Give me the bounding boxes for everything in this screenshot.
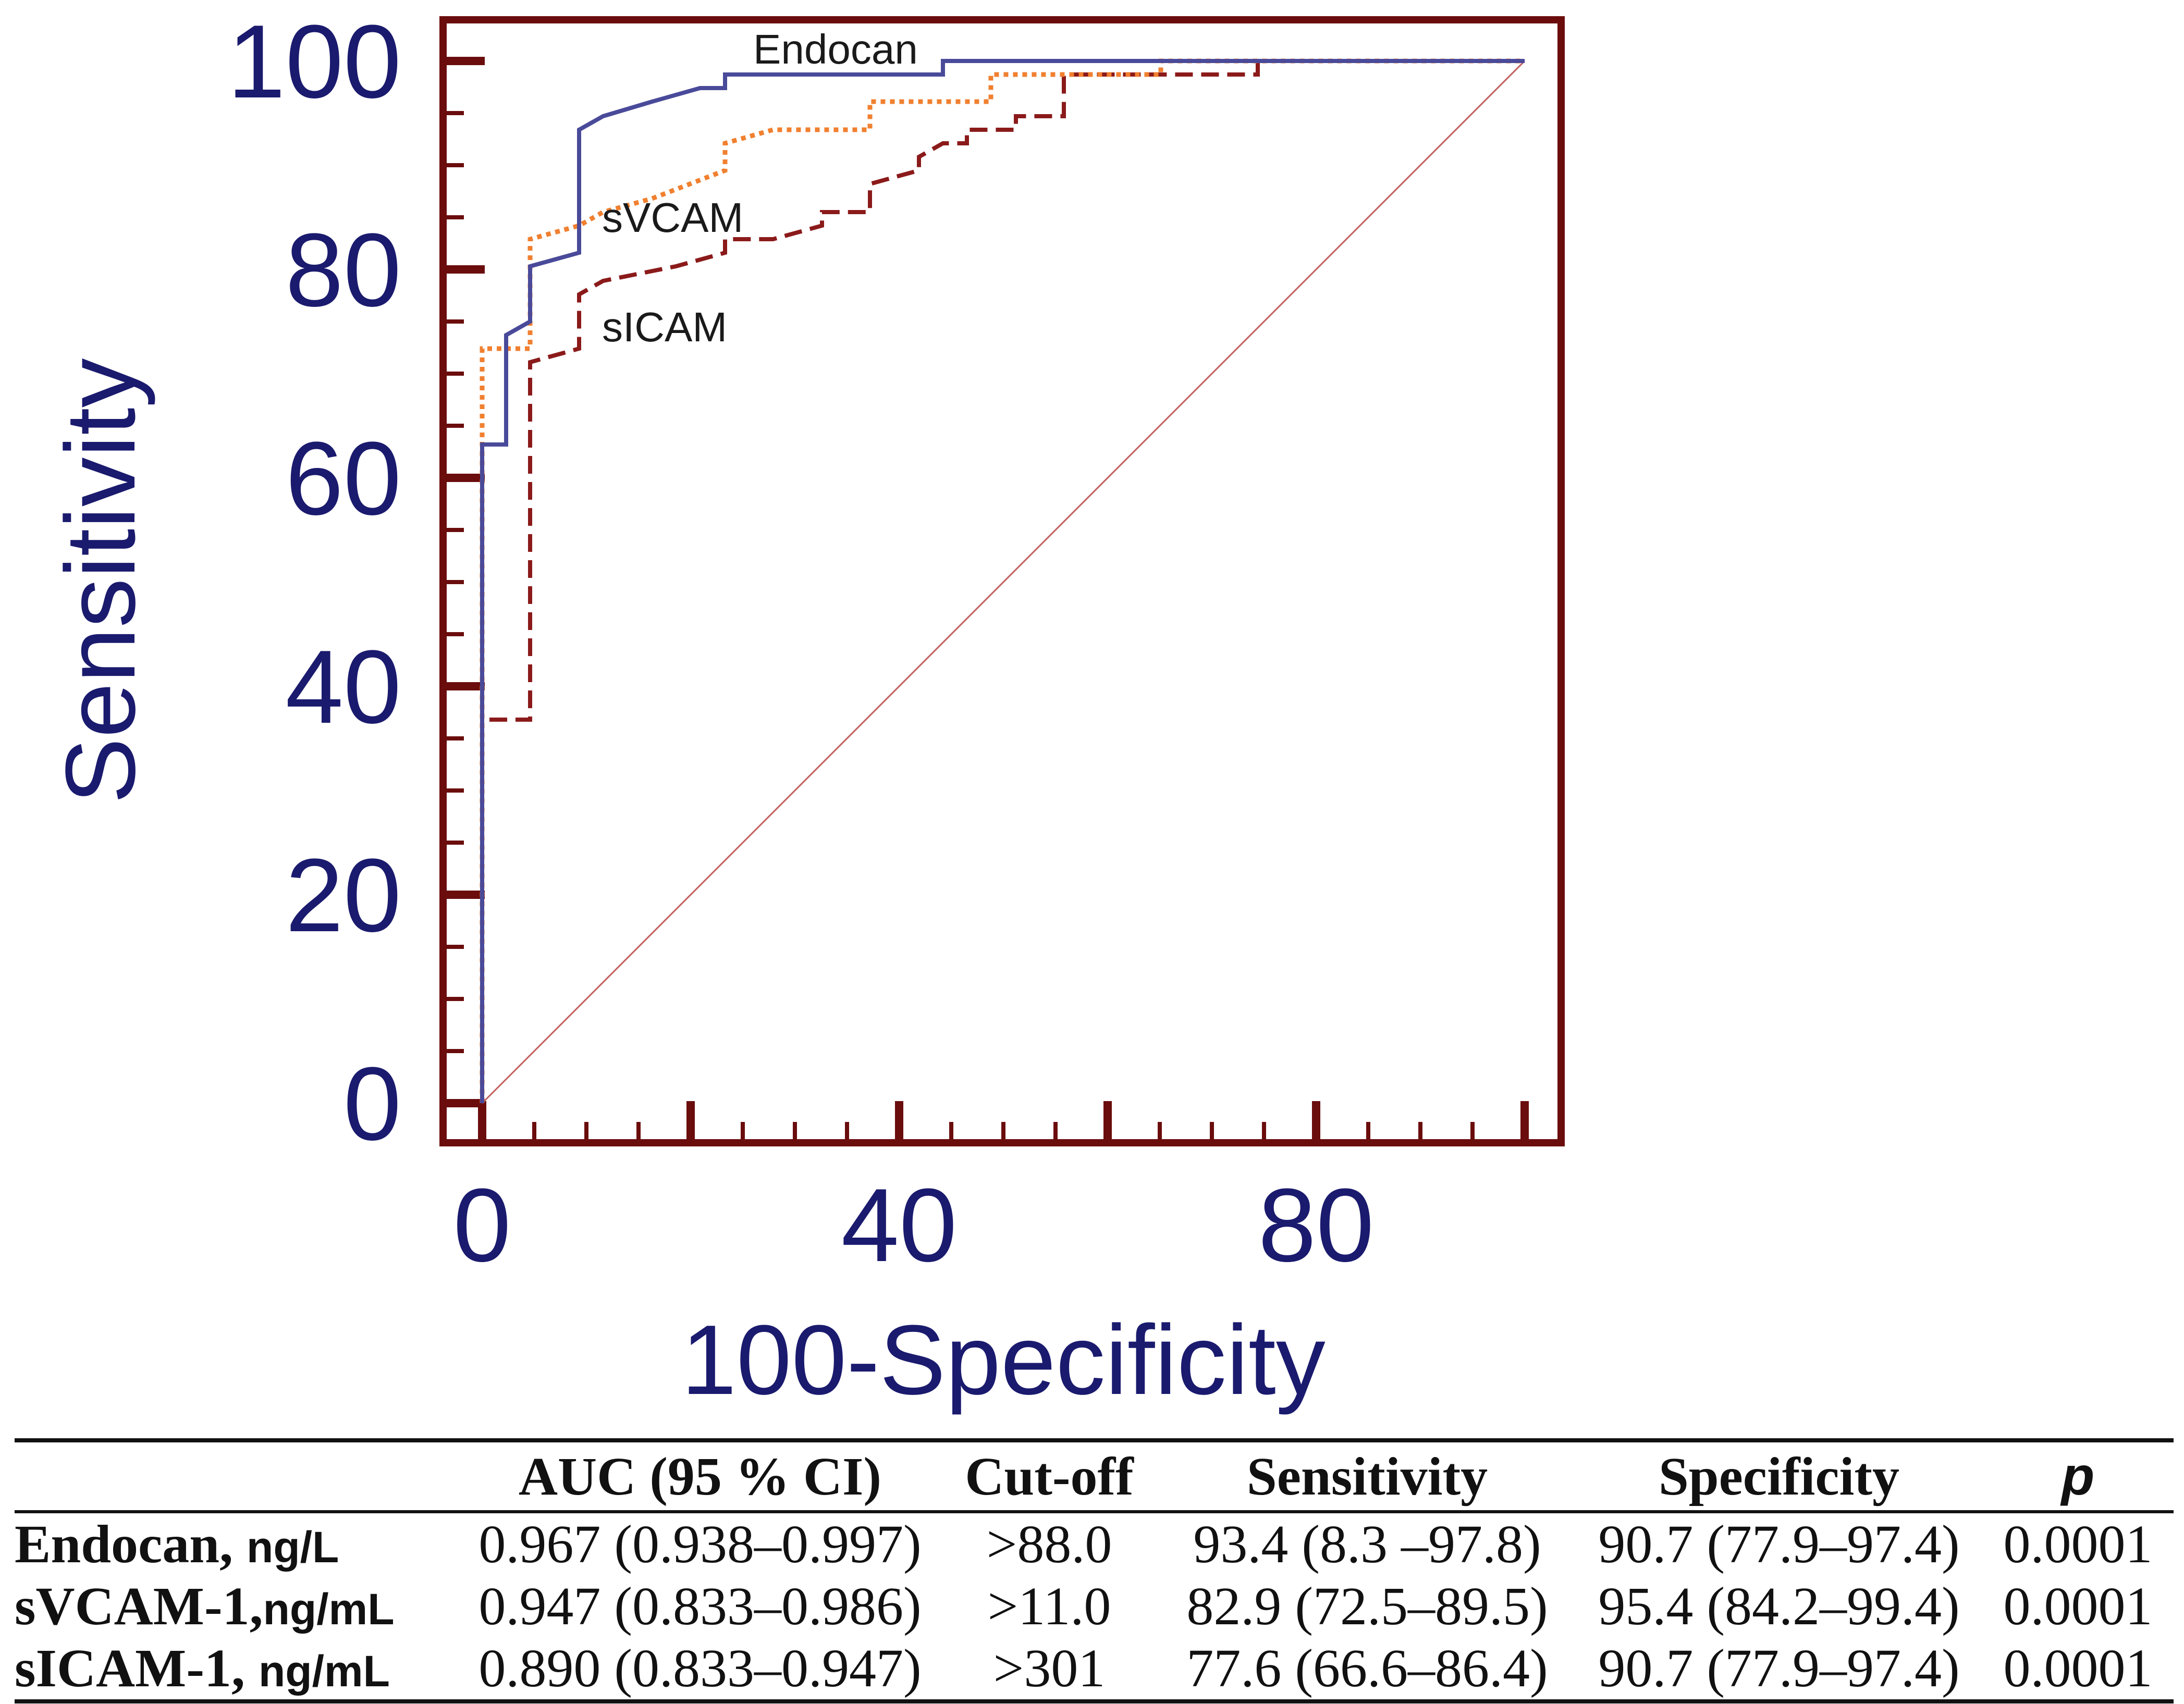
marker-name: sICAM-1, bbox=[15, 1638, 245, 1698]
roc-curve-endocan bbox=[480, 59, 1525, 1103]
header-sensitivity: Sensitivity bbox=[1159, 1440, 1576, 1513]
cell-p: 0.0001 bbox=[2003, 1638, 2153, 1698]
table-row: Endocan, ng/L 0.967 (0.938–0.997) >88.0 … bbox=[15, 1512, 2174, 1575]
y-tick-label: 100 bbox=[227, 4, 401, 120]
cell-sensitivity: 77.6 (66.6–86.4) bbox=[1186, 1638, 1548, 1698]
cell-auc: 0.890 (0.833–0.947) bbox=[478, 1638, 922, 1698]
y-tick-labels: 0 20 40 60 80 100 bbox=[227, 4, 401, 1162]
series-label-svcam: sVCAM bbox=[602, 194, 743, 241]
cell-p: 0.0001 bbox=[2003, 1576, 2153, 1636]
table-row: sVCAM-1,ng/mL 0.947 (0.833–0.986) >11.0 … bbox=[15, 1575, 2174, 1637]
cell-cutoff: >301 bbox=[993, 1638, 1106, 1698]
x-tick-labels: 0 40 80 bbox=[453, 1167, 1374, 1283]
cell-auc: 0.947 (0.833–0.986) bbox=[478, 1576, 922, 1636]
table-header-row: AUC (95 % CI) Cut-off Sensitivity Specif… bbox=[15, 1440, 2174, 1513]
marker-name: sVCAM-1, bbox=[15, 1576, 263, 1636]
y-tick-label: 20 bbox=[286, 837, 401, 954]
cell-sensitivity: 82.9 (72.5–89.5) bbox=[1186, 1576, 1548, 1636]
cell-auc: 0.967 (0.938–0.997) bbox=[478, 1514, 922, 1574]
series-label-sicam: sICAM bbox=[602, 304, 727, 350]
table-row: sICAM-1, ng/mL 0.890 (0.833–0.947) >301 … bbox=[15, 1637, 2174, 1701]
row-marker: Endocan, ng/L bbox=[15, 1512, 460, 1575]
tick-marks bbox=[443, 57, 1529, 1143]
header-auc: AUC (95 % CI) bbox=[460, 1440, 940, 1513]
x-tick-label: 80 bbox=[1258, 1167, 1374, 1283]
reference-diagonal-line bbox=[481, 60, 1526, 1104]
cell-specificity: 90.7 (77.9–97.4) bbox=[1598, 1514, 1960, 1574]
roc-curve-sicam bbox=[480, 59, 1525, 1103]
roc-curves bbox=[480, 58, 1525, 1103]
y-axis-title: Sensitivity bbox=[45, 358, 156, 804]
x-tick-label: 40 bbox=[841, 1167, 957, 1283]
x-tick-label: 0 bbox=[453, 1167, 511, 1283]
series-label-endocan: Endocan bbox=[753, 26, 918, 72]
marker-unit: ng/mL bbox=[258, 1647, 390, 1696]
header-p: p bbox=[1982, 1440, 2174, 1513]
x-axis-title: 100-Specificity bbox=[681, 1305, 1326, 1415]
y-tick-label: 60 bbox=[286, 421, 401, 537]
roc-curve-svcam bbox=[480, 58, 1525, 1103]
marker-unit: ng/mL bbox=[263, 1585, 395, 1634]
y-tick-label: 40 bbox=[286, 629, 401, 745]
cell-sensitivity: 93.4 (8.3 –97.8) bbox=[1193, 1514, 1541, 1574]
cell-cutoff: >88.0 bbox=[986, 1514, 1112, 1574]
cell-specificity: 90.7 (77.9–97.4) bbox=[1598, 1638, 1960, 1698]
cell-cutoff: >11.0 bbox=[987, 1576, 1111, 1636]
marker-unit: ng/L bbox=[247, 1523, 339, 1572]
header-specificity: Specificity bbox=[1576, 1440, 1982, 1513]
y-tick-label: 80 bbox=[286, 212, 401, 328]
header-cutoff: Cut-off bbox=[940, 1440, 1159, 1513]
roc-chart: 0 20 40 60 80 100 0 40 80 Endocan sVCAM sICAM 1… bbox=[45, 4, 1565, 1415]
header-marker bbox=[15, 1440, 460, 1513]
row-marker: sVCAM-1,ng/mL bbox=[15, 1575, 460, 1637]
marker-name: Endocan, bbox=[15, 1514, 234, 1574]
cell-p: 0.0001 bbox=[2003, 1514, 2153, 1574]
y-tick-label: 0 bbox=[343, 1046, 401, 1162]
statistics-table: AUC (95 % CI) Cut-off Sensitivity Specif… bbox=[15, 1438, 2174, 1703]
cell-specificity: 95.4 (84.2–99.4) bbox=[1598, 1576, 1960, 1636]
row-marker: sICAM-1, ng/mL bbox=[15, 1637, 460, 1701]
